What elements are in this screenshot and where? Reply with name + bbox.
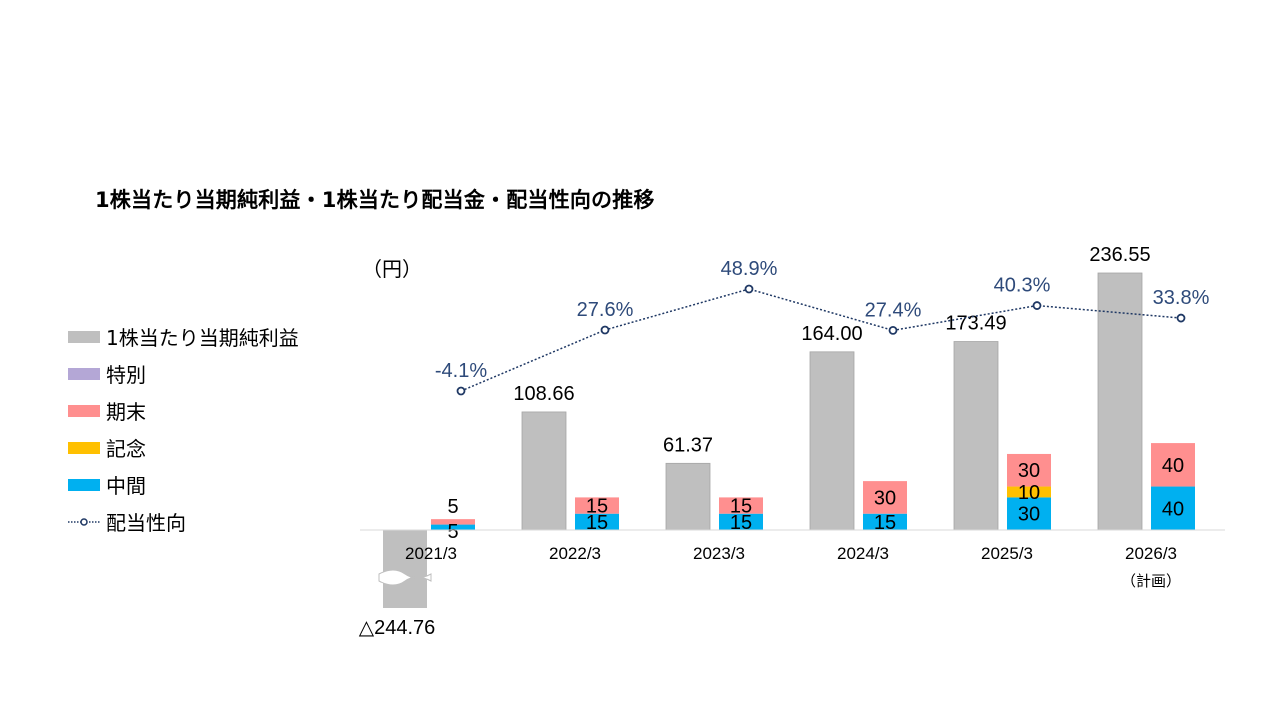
bar-year_end	[1151, 443, 1195, 487]
label-interim: 15	[586, 512, 608, 534]
x-tick-note: （計画）	[1121, 573, 1181, 590]
label-payout: -4.1%	[435, 360, 487, 382]
bar-eps	[665, 462, 711, 531]
point-payout	[1176, 313, 1186, 323]
legend-swatch-payout	[68, 517, 100, 526]
x-tick-label: 2021/3	[405, 544, 457, 563]
legend-label-eps: 1株当たり当期純利益	[106, 326, 299, 350]
legend-item-payout: 配当性向	[68, 503, 299, 540]
bar-year_end	[863, 481, 907, 514]
label-eps: 61.37	[663, 434, 713, 456]
bar-year_end	[431, 519, 475, 525]
legend-swatch-special	[68, 367, 100, 380]
axis-break-mark	[378, 569, 432, 586]
legend-swatch-eps	[68, 330, 100, 343]
label-year_end: 30	[874, 487, 896, 509]
point-payout	[1032, 301, 1042, 310]
bar-interim	[431, 524, 475, 530]
line-payout	[460, 288, 1182, 392]
legend-item-commemorative: 記念	[68, 429, 299, 466]
label-interim: 5	[447, 521, 458, 543]
label-payout: 33.8%	[1153, 287, 1210, 309]
label-eps: 236.55	[1089, 244, 1150, 266]
legend-swatch-interim	[68, 478, 100, 491]
label-year_end: 5	[447, 496, 458, 518]
x-tick-label: 2025/3	[981, 544, 1033, 563]
label-payout: 27.4%	[865, 299, 922, 321]
point-payout	[456, 386, 466, 396]
label-payout: 27.6%	[577, 299, 634, 321]
x-tick-label: 2022/3	[549, 544, 601, 563]
bar-interim	[1151, 486, 1195, 530]
label-payout: 40.3%	[994, 275, 1051, 297]
bar-eps-negative	[383, 530, 427, 608]
legend-item-special: 特別	[68, 355, 299, 392]
bar-year_end	[575, 497, 619, 514]
point-payout	[600, 325, 610, 335]
label-year_end: 40	[1162, 455, 1184, 477]
label-interim: 15	[874, 512, 896, 534]
bar-eps	[809, 351, 855, 531]
label-interim: 40	[1162, 498, 1184, 520]
bar-interim	[863, 513, 907, 530]
label-commemorative: 10	[1018, 482, 1040, 504]
x-tick-label: 2023/3	[693, 544, 745, 563]
legend-item-interim: 中間	[68, 466, 299, 503]
label-year_end: 30	[1018, 460, 1040, 482]
bar-interim	[1007, 497, 1051, 530]
legend-item-eps: 1株当たり当期純利益	[68, 318, 299, 355]
label-interim: 15	[730, 512, 752, 534]
label-eps: 164.00	[801, 323, 862, 345]
bar-year_end	[719, 497, 763, 514]
bar-eps	[521, 411, 567, 531]
label-eps: △244.76	[359, 617, 436, 639]
legend-label-payout: 配当性向	[106, 511, 186, 535]
legend-label-year-end: 期末	[106, 400, 146, 424]
bar-commemorative	[1007, 486, 1051, 498]
point-payout	[888, 325, 898, 335]
x-tick-label: 2026/3	[1125, 544, 1177, 563]
bar-year_end	[1007, 453, 1051, 487]
x-tick-label: 2024/3	[837, 544, 889, 563]
legend-label-special: 特別	[106, 363, 146, 387]
point-payout	[744, 284, 754, 294]
label-year_end: 15	[730, 496, 752, 518]
label-year_end: 15	[586, 496, 608, 518]
legend-label-commemorative: 記念	[106, 437, 146, 461]
legend-item-year-end: 期末	[68, 392, 299, 429]
label-eps: 108.66	[513, 383, 574, 405]
bar-eps	[1097, 272, 1143, 531]
bar-eps	[953, 341, 999, 531]
chart-title: 1株当たり当期純利益・1株当たり配当金・配当性向の推移	[95, 188, 655, 212]
y-unit-label: （円）	[362, 258, 422, 281]
bar-interim	[575, 513, 619, 530]
legend: 1株当たり当期純利益 特別 期末 記念 中間 配当性向	[68, 318, 299, 540]
legend-label-interim: 中間	[106, 474, 146, 498]
legend-swatch-year-end	[68, 404, 100, 417]
bar-interim	[719, 513, 763, 530]
label-payout: 48.9%	[721, 258, 778, 280]
legend-swatch-commemorative	[68, 441, 100, 454]
label-interim: 30	[1018, 504, 1040, 526]
